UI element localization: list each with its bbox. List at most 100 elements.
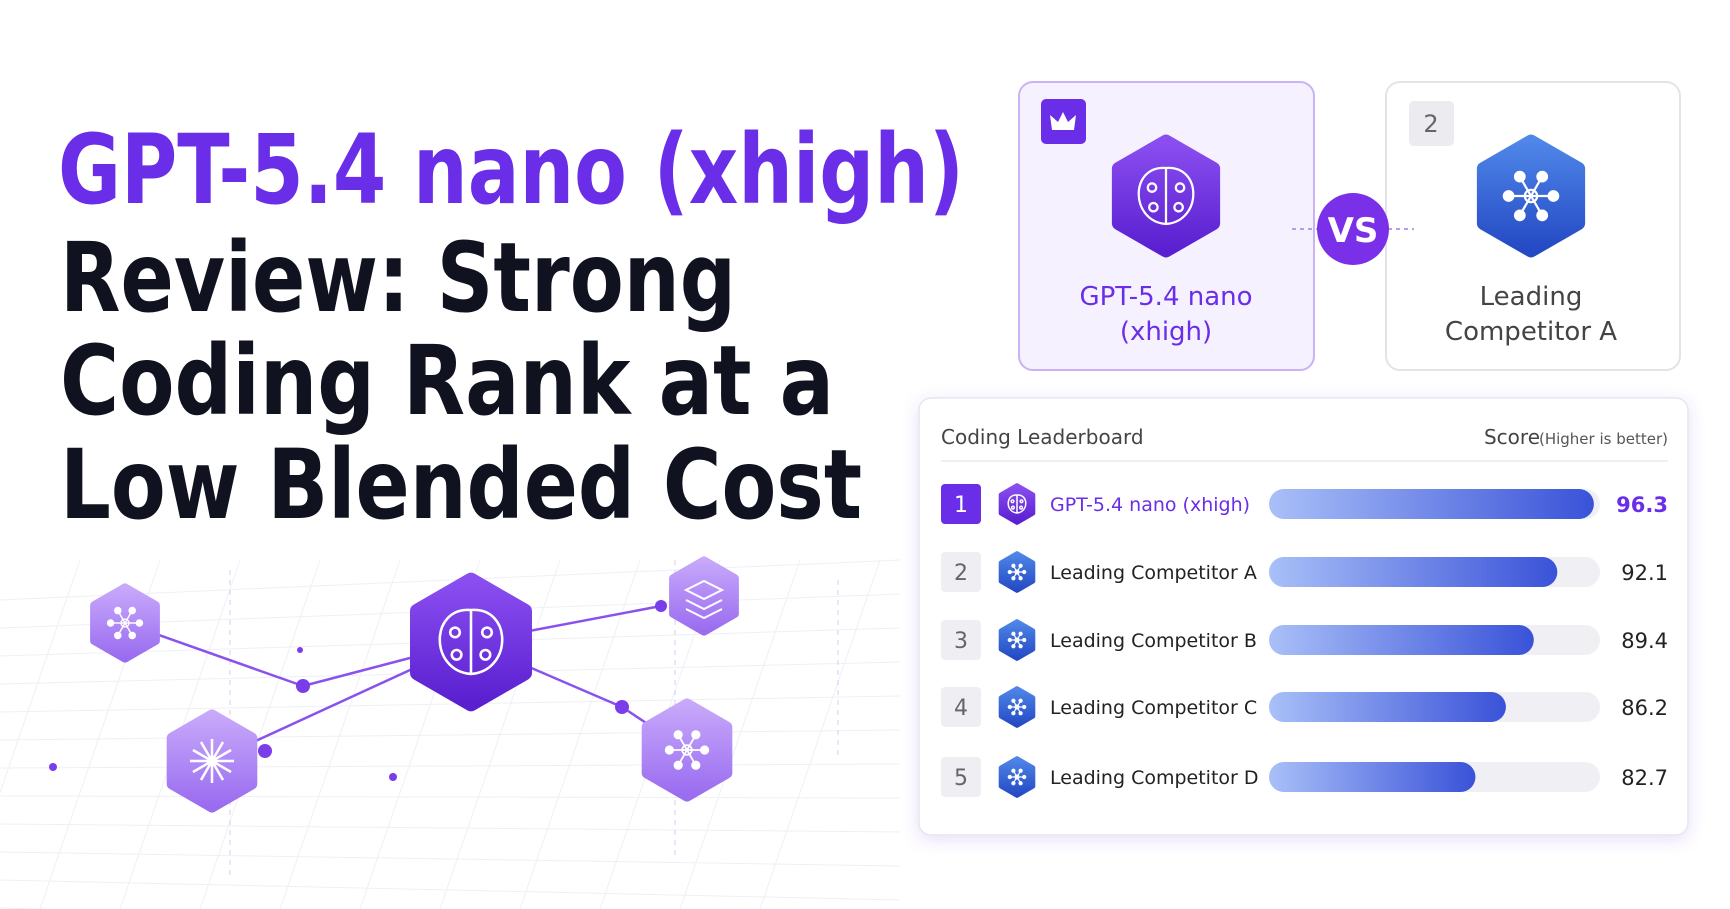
brain-icon bbox=[1137, 166, 1195, 226]
brain-node bbox=[1018, 505, 1024, 510]
rank-number: 2 bbox=[954, 561, 968, 586]
icon-node bbox=[1011, 631, 1016, 636]
model-name: Leading Competitor D bbox=[1050, 767, 1259, 789]
score-value: 96.3 bbox=[1616, 493, 1668, 517]
icon-node bbox=[1011, 711, 1016, 716]
icon-hub bbox=[1014, 774, 1020, 780]
brain-node bbox=[479, 648, 492, 661]
spark-icon bbox=[190, 739, 234, 783]
bg-grid bbox=[519, 559, 641, 909]
icon-hub bbox=[681, 744, 693, 756]
model-name: Leading Competitor B bbox=[1050, 630, 1257, 652]
icon-node bbox=[1011, 563, 1016, 568]
bg-grid bbox=[0, 823, 901, 833]
brain-icon bbox=[1007, 494, 1027, 514]
rank-box bbox=[941, 687, 981, 727]
icon-node bbox=[1022, 704, 1027, 710]
bg-grid bbox=[0, 795, 901, 799]
icon-node bbox=[1007, 704, 1012, 710]
score-note: (Higher is better) bbox=[1539, 430, 1668, 448]
score-bar bbox=[1269, 557, 1558, 587]
brain-outline bbox=[1137, 166, 1195, 226]
icon-node bbox=[1513, 170, 1526, 183]
icon-node bbox=[1018, 781, 1023, 786]
model-name: Leading Competitor C bbox=[1050, 697, 1257, 719]
nodes-icon bbox=[664, 730, 710, 770]
model-name: (xhigh) bbox=[1120, 317, 1212, 347]
score-bar bbox=[1269, 692, 1506, 722]
icon-node bbox=[1018, 698, 1023, 703]
icon-node bbox=[128, 606, 136, 615]
title-highlight: GPT-5.4 nano (xhigh) bbox=[58, 114, 964, 226]
bg-grid bbox=[0, 729, 901, 741]
icon-node bbox=[1011, 644, 1016, 649]
rank-box bbox=[941, 757, 981, 797]
crown-icon bbox=[1050, 112, 1076, 130]
nodes-icon bbox=[1007, 698, 1027, 716]
bg-grid bbox=[279, 559, 401, 909]
bg-grid bbox=[759, 559, 881, 909]
icon-node bbox=[673, 760, 683, 770]
bg-grid bbox=[0, 559, 901, 601]
score-value: 89.4 bbox=[1621, 629, 1668, 653]
icon-node bbox=[1018, 711, 1023, 716]
network-dot bbox=[49, 763, 57, 771]
icon-node bbox=[1536, 170, 1549, 183]
rank-box bbox=[941, 620, 981, 660]
icon-node bbox=[1011, 781, 1016, 786]
score-value: 92.1 bbox=[1621, 561, 1668, 585]
score-value: 86.2 bbox=[1621, 696, 1668, 720]
icon-node bbox=[1018, 644, 1023, 649]
brain-node bbox=[450, 648, 463, 661]
brain-node bbox=[1148, 201, 1159, 213]
rank-number: 2 bbox=[1423, 110, 1438, 138]
network-dot bbox=[389, 773, 397, 781]
icon-node bbox=[1502, 190, 1515, 202]
icon-node bbox=[1022, 774, 1027, 780]
nodes-icon bbox=[106, 606, 144, 640]
icon-node bbox=[135, 619, 144, 627]
score-label: Score bbox=[1484, 425, 1540, 449]
model-name: Leading Competitor A bbox=[1050, 562, 1257, 584]
rank-number: 4 bbox=[954, 696, 968, 721]
title-line: Review: Strong bbox=[60, 222, 736, 334]
icon-node bbox=[1022, 637, 1027, 643]
network-dot bbox=[655, 600, 667, 612]
network-illustration bbox=[0, 556, 901, 909]
icon-node bbox=[114, 606, 122, 615]
rank-badge bbox=[1409, 101, 1454, 146]
bg-grid bbox=[0, 763, 901, 769]
vs-badge bbox=[1317, 193, 1389, 265]
rank-number: 3 bbox=[954, 629, 968, 654]
bg-grid bbox=[439, 559, 561, 909]
score-bar bbox=[1269, 489, 1594, 519]
nodes-icon bbox=[1007, 563, 1027, 581]
model-name: GPT-5.4 nano (xhigh) bbox=[1050, 494, 1250, 516]
layers-icon bbox=[683, 579, 725, 620]
brain-outline bbox=[1007, 494, 1027, 514]
bg-grid bbox=[0, 559, 81, 795]
icon-hub bbox=[1014, 637, 1020, 643]
title-line: Low Blended Cost bbox=[60, 429, 862, 541]
icon-hub bbox=[1523, 188, 1539, 204]
nodes-icon bbox=[1007, 768, 1027, 786]
vs-label: VS bbox=[1328, 211, 1379, 251]
leaderboard-rows: 1 GPT-5.4 nano (xhigh) 96.3 2 Leading Compet… bbox=[941, 483, 1668, 798]
network-dot bbox=[296, 679, 310, 693]
icon-node bbox=[1018, 768, 1023, 773]
brain-icon bbox=[438, 608, 504, 676]
competitor-name: Leading bbox=[1480, 282, 1583, 312]
title-line: Coding Rank at a bbox=[60, 325, 834, 437]
brain-node bbox=[1173, 201, 1184, 213]
icon-node bbox=[1007, 774, 1012, 780]
icon-node bbox=[673, 730, 683, 740]
icon-hub bbox=[1014, 569, 1020, 575]
brain-outline bbox=[438, 608, 504, 676]
nodes-icon bbox=[1502, 170, 1560, 222]
icon-node bbox=[1022, 569, 1027, 575]
icon-node bbox=[1018, 576, 1023, 581]
icon-node bbox=[691, 760, 701, 770]
brain-node bbox=[480, 626, 494, 639]
